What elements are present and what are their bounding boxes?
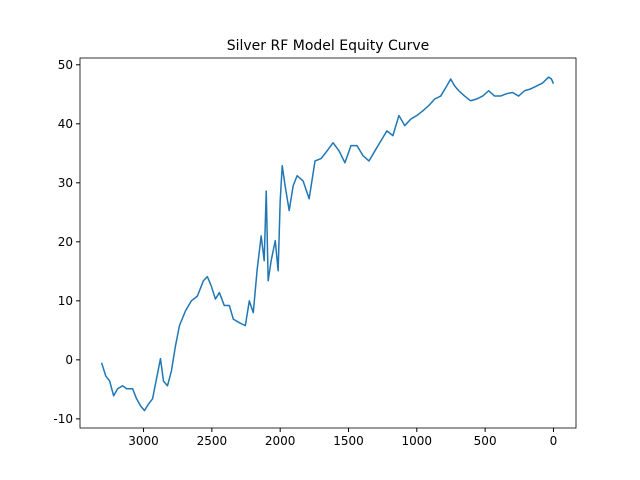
y-tick-label: 20 <box>58 235 73 249</box>
y-tick-label: 40 <box>58 117 73 131</box>
x-tick-label: 1000 <box>402 434 433 448</box>
x-tick-label: 0 <box>550 434 558 448</box>
x-tick-label: 1500 <box>333 434 364 448</box>
x-tick-label: 3000 <box>128 434 159 448</box>
y-tick-label: 10 <box>58 294 73 308</box>
x-tick-label: 500 <box>474 434 497 448</box>
y-tick-label: 0 <box>65 353 73 367</box>
line <box>100 76 555 412</box>
x-tick-label: 2000 <box>265 434 296 448</box>
x-tick-label: 2500 <box>197 434 228 448</box>
axes-frame <box>79 57 577 429</box>
y-tick-label: -10 <box>53 412 73 426</box>
chart-title: Silver RF Model Equity Curve <box>227 38 430 54</box>
y-tick-label: 30 <box>58 176 73 190</box>
y-tick-label: 50 <box>58 58 73 72</box>
